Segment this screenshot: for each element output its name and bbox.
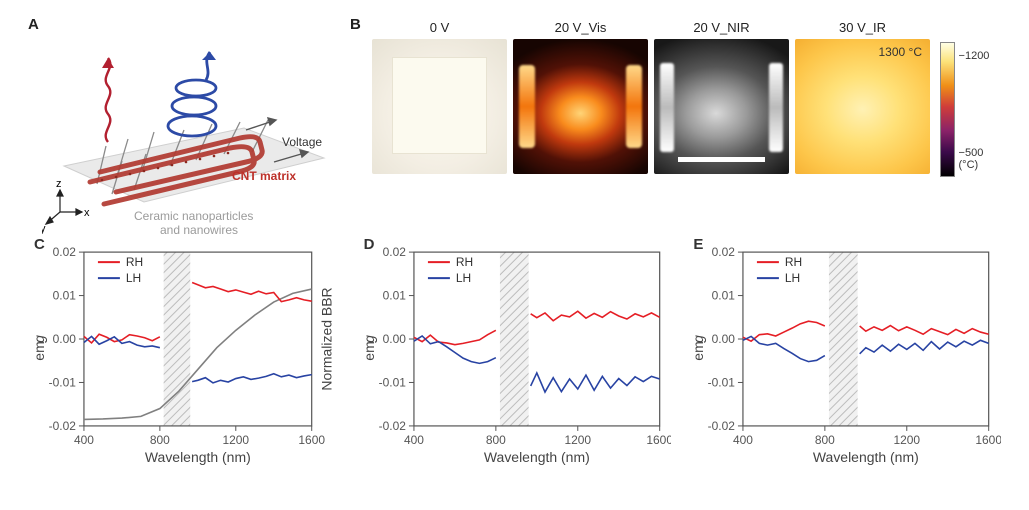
svg-text:1600: 1600 [646, 433, 671, 447]
colorbar: −1200 −500 (°C) [940, 42, 1001, 177]
panel-e: E 400 800 1200 1600 -0.02 -0.01 0.00 0.01 0.02 Wa… [687, 238, 1001, 468]
thumb-ir: 1300 °C [795, 39, 930, 174]
svg-text:1200: 1200 [894, 433, 921, 447]
schematic-a: Voltage CNT matrix Ceramic nanoparticles… [42, 34, 338, 226]
svg-text:-0.02: -0.02 [378, 419, 406, 433]
top-row: A [28, 16, 1001, 226]
svg-text:800: 800 [486, 433, 506, 447]
svg-text:0.00: 0.00 [382, 332, 406, 346]
svg-text:0.00: 0.00 [53, 332, 77, 346]
img-caption: 0 V [430, 20, 450, 35]
svg-text:em: em [31, 341, 47, 360]
svg-text:Wavelength (nm): Wavelength (nm) [484, 449, 590, 465]
svg-text:-0.01: -0.01 [378, 375, 406, 389]
axis-y: y [42, 223, 46, 234]
ceramic-label-2: and nanowires [160, 223, 238, 234]
svg-text:-0.02: -0.02 [49, 419, 77, 433]
cbar-max: −1200 [959, 50, 1001, 62]
svg-text:0.01: 0.01 [53, 289, 77, 303]
panel-c: C 400 800 1200 1600 -0.02 -0.01 0.00 0.01 0.02 Wa… [28, 238, 342, 468]
chart-c: 400 800 1200 1600 -0.02 -0.01 0.00 0.01 0.02 Wave… [28, 238, 342, 468]
voltage-label: Voltage [282, 135, 322, 149]
svg-text:800: 800 [150, 433, 170, 447]
img-0v: 0 V [372, 20, 507, 174]
svg-text:LH: LH [126, 271, 141, 285]
svg-text:1200: 1200 [222, 433, 249, 447]
svg-text:1600: 1600 [976, 433, 1001, 447]
ceramic-label-1: Ceramic nanoparticles [134, 209, 253, 223]
svg-text:RH: RH [785, 255, 802, 269]
svg-text:0.02: 0.02 [382, 245, 406, 259]
svg-text:800: 800 [815, 433, 835, 447]
panel-label: C [34, 236, 45, 253]
img-30v-ir: 30 V_IR 1300 °C [795, 20, 930, 174]
chart-row: C 400 800 1200 1600 -0.02 -0.01 0.00 0.01 0.02 Wa… [28, 238, 1001, 468]
svg-text:0.01: 0.01 [382, 289, 406, 303]
rh-helix [102, 58, 114, 142]
svg-text:1200: 1200 [564, 433, 591, 447]
svg-text:LH: LH [456, 271, 471, 285]
svg-text:1600: 1600 [298, 433, 325, 447]
xyz-axes [46, 190, 82, 224]
chart-e: 400 800 1200 1600 -0.02 -0.01 0.00 0.01 0.02 Wave… [687, 238, 1001, 468]
panel-label: B [350, 16, 361, 33]
thumb-off [372, 39, 507, 174]
schematic-svg: Voltage CNT matrix Ceramic nanoparticles… [42, 34, 342, 234]
image-row: 0 V 20 V_Vis 20 V_NIR [372, 16, 1001, 177]
svg-text:400: 400 [733, 433, 753, 447]
img-caption: 20 V_NIR [693, 20, 749, 35]
panel-b: B 0 V 20 V_Vis 20 V_NIR [350, 16, 1001, 226]
svg-text:400: 400 [74, 433, 94, 447]
scale-bar [678, 157, 765, 162]
svg-text:Wavelength (nm): Wavelength (nm) [813, 449, 919, 465]
cbar-min: −500 (°C) [959, 147, 1001, 171]
img-caption: 20 V_Vis [555, 20, 607, 35]
svg-text:RH: RH [456, 255, 473, 269]
axis-x: x [84, 207, 90, 219]
svg-text:RH: RH [126, 255, 143, 269]
lh-helix [168, 52, 216, 136]
chart-d: 400 800 1200 1600 -0.02 -0.01 0.00 0.01 0.02 Wave… [358, 238, 672, 468]
svg-text:LH: LH [785, 271, 800, 285]
svg-text:em: em [690, 341, 706, 360]
panel-label: E [693, 236, 703, 253]
temp-label: 1300 °C [879, 45, 923, 59]
svg-text:Normalized BBR: Normalized BBR [319, 287, 335, 390]
svg-text:-0.02: -0.02 [708, 419, 736, 433]
panel-a: A [28, 16, 338, 226]
svg-text:0.01: 0.01 [712, 289, 736, 303]
panel-label: D [364, 236, 375, 253]
axis-z: z [56, 178, 62, 190]
svg-text:0.02: 0.02 [712, 245, 736, 259]
panel-d: D 400 800 1200 1600 -0.02 -0.01 0.00 0.01 0.02 Wa… [358, 238, 672, 468]
svg-text:-0.01: -0.01 [708, 375, 736, 389]
thumb-nir [654, 39, 789, 174]
cnt-label: CNT matrix [232, 169, 296, 183]
thumb-vis [513, 39, 648, 174]
svg-text:em: em [361, 341, 377, 360]
panel-label: A [28, 16, 39, 33]
img-20v-nir: 20 V_NIR [654, 20, 789, 174]
svg-text:0.02: 0.02 [53, 245, 77, 259]
img-caption: 30 V_IR [839, 20, 886, 35]
svg-text:0.00: 0.00 [712, 332, 736, 346]
svg-text:Wavelength (nm): Wavelength (nm) [145, 449, 251, 465]
svg-text:400: 400 [404, 433, 424, 447]
svg-text:-0.01: -0.01 [49, 375, 77, 389]
img-20v-vis: 20 V_Vis [513, 20, 648, 174]
